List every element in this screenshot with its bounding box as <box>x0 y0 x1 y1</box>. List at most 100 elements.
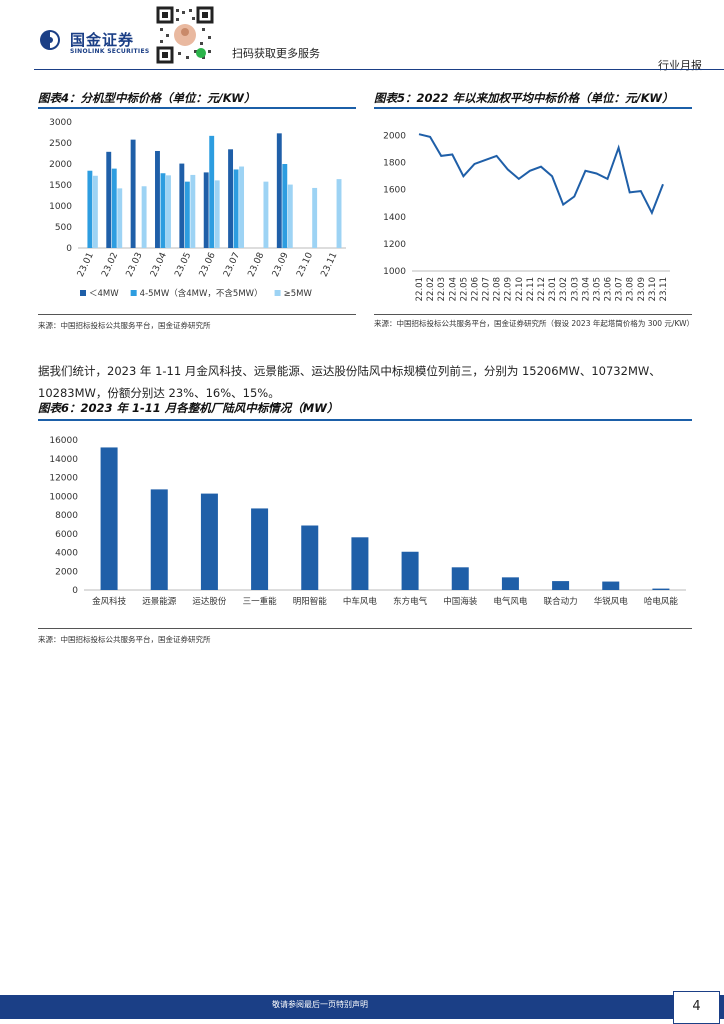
figure4-title-rule <box>38 107 356 109</box>
fig5-x-tick-label: 22.08 <box>493 277 503 301</box>
fig5-x-tick-label: 22.03 <box>437 277 447 301</box>
fig5-x-tick-label: 22.12 <box>537 277 547 301</box>
header-divider <box>34 69 724 70</box>
fig6-y-tick-label: 6000 <box>55 530 78 540</box>
qr-scan-prompt: 扫码获取更多服务 <box>232 47 320 60</box>
fig4-bar-23.04-s0 <box>155 150 160 248</box>
fig5-x-tick-label: 22.10 <box>515 277 525 301</box>
fig4-bar-23.09-s1 <box>282 164 288 248</box>
figure5-title: 图表5：2022 年以来加权平均中标价格（单位：元/KW） <box>374 91 674 105</box>
fig5-x-tick-label: 22.11 <box>526 277 536 301</box>
fig6-x-tick-label: 东方电气 <box>393 596 428 607</box>
fig5-series-line <box>418 133 664 216</box>
fig4-x-tick-label: 23.01 <box>76 251 96 279</box>
body-paragraph: 据我们统计，2023 年 1-11 月金风科技、远景能源、运达股份陆风中标规模位… <box>38 364 661 400</box>
fig4-y-tick-label: 2500 <box>49 139 72 149</box>
figure5-title-rule <box>374 107 692 109</box>
fig5-y-tick-label: 2000 <box>383 132 406 142</box>
fig4-legend-swatch-1 <box>130 290 137 296</box>
fig4-bar-23.01-s1 <box>87 170 93 248</box>
fig5-x-tick-label: 23.09 <box>637 277 647 301</box>
fig4-y-tick-label: 500 <box>55 223 72 233</box>
fig4-bar-23.11-s2 <box>336 179 342 248</box>
fig6-y-tick-label: 12000 <box>49 474 78 484</box>
fig4-bar-23.07-s2 <box>239 166 245 248</box>
fig6-y-tick-label: 14000 <box>49 455 78 465</box>
fig4-bar-23.02-s1 <box>111 168 117 248</box>
fig4-legend-swatch-2 <box>274 290 281 296</box>
figure5-source: 来源：中国招标投标公共服务平台，国金证券研究所（假设 2023 年起塔筒价格为 … <box>374 319 695 328</box>
figure6-chart: 0 2000 4000 6000 8000 10000 12000 14000 16000 金风科… <box>49 436 686 607</box>
fig5-y-tick-label: 1000 <box>383 267 406 277</box>
page-number: 4 <box>692 999 701 1014</box>
fig4-y-tick-label: 1000 <box>49 202 72 212</box>
fig6-bar-1 <box>150 489 168 590</box>
fig4-y-tick-label: 3000 <box>49 118 72 128</box>
fig6-y-tick-label: 0 <box>72 586 78 596</box>
footer-disclaimer: 敬请参阅最后一页特别声明 <box>272 1000 368 1009</box>
fig5-x-tick-label: 22.01 <box>415 277 425 301</box>
fig6-bar-10 <box>602 581 620 590</box>
fig6-bar-0 <box>100 447 118 590</box>
fig6-x-tick-label: 金风科技 <box>92 596 127 607</box>
fig6-bar-5 <box>351 537 369 590</box>
fig5-x-tick-label: 23.04 <box>581 277 591 301</box>
figure6-bottom-rule <box>38 628 692 629</box>
figure6-source: 来源：中国招标投标公共服务平台，国金证券研究所 <box>38 635 211 644</box>
fig5-x-tick-label: 22.05 <box>459 277 469 301</box>
fig4-bar-23.02-s2 <box>117 188 123 248</box>
fig6-bar-6 <box>401 551 419 590</box>
fig4-x-tick-label: 23.09 <box>271 251 291 279</box>
fig5-y-tick-label: 1200 <box>383 240 406 250</box>
fig4-bar-23.06-s2 <box>214 180 220 248</box>
fig4-x-tick-label: 23.03 <box>125 251 145 279</box>
fig6-x-tick-label: 运达股份 <box>192 596 227 607</box>
fig5-x-tick-label: 22.09 <box>504 277 514 301</box>
fig4-legend-label-0: ＜4MW <box>89 289 119 299</box>
report-type-label: 行业月报 <box>658 59 702 72</box>
fig6-y-tick-label: 16000 <box>49 436 78 446</box>
fig4-x-tick-label: 23.11 <box>320 251 340 279</box>
fig5-x-tick-label: 23.01 <box>548 277 558 301</box>
fig6-bar-7 <box>451 567 469 590</box>
figure4-source: 来源：中国招标投标公共服务平台，国金证券研究所 <box>38 321 211 330</box>
fig4-bar-23.01-s2 <box>92 175 98 248</box>
fig6-x-tick-label: 电气风电 <box>493 596 528 607</box>
fig4-x-tick-label: 23.05 <box>173 251 193 279</box>
fig4-legend-label-2: ≥5MW <box>284 289 313 299</box>
fig6-x-tick-label: 三一重能 <box>243 596 278 607</box>
fig4-x-tick-label: 23.10 <box>295 251 315 279</box>
fig6-y-tick-label: 8000 <box>55 511 78 521</box>
fig5-x-tick-label: 23.11 <box>659 277 669 301</box>
fig4-bar-23.09-s0 <box>276 133 282 248</box>
sinolink-logo-icon <box>40 30 60 50</box>
fig4-x-tick-label: 23.08 <box>246 251 266 279</box>
fig6-y-tick-label: 2000 <box>55 567 78 577</box>
fig4-y-tick-label: 1500 <box>49 181 72 191</box>
qr-code-icon[interactable] <box>156 6 214 64</box>
figure6-title-rule <box>38 419 692 421</box>
fig5-y-tick-label: 1400 <box>383 213 406 223</box>
fig4-x-tick-label: 23.07 <box>222 251 242 279</box>
fig6-x-tick-label: 明阳智能 <box>293 596 328 607</box>
fig6-x-tick-label: 远景能源 <box>142 596 177 607</box>
fig4-bar-23.09-s2 <box>287 184 293 248</box>
fig4-y-tick-label: 2000 <box>49 160 72 170</box>
fig4-x-tick-label: 23.02 <box>100 251 120 279</box>
fig5-x-tick-label: 23.10 <box>648 277 658 301</box>
fig6-bar-11 <box>652 588 670 590</box>
fig5-x-tick-label: 23.02 <box>559 277 569 301</box>
figure5-bottom-rule <box>374 314 692 315</box>
fig4-bar-23.07-s1 <box>233 169 239 248</box>
fig4-bar-23.08-s2 <box>263 181 269 248</box>
fig5-x-tick-label: 22.04 <box>448 277 458 301</box>
fig5-x-tick-label: 22.06 <box>470 277 480 301</box>
fig5-x-tick-label: 23.08 <box>626 277 636 301</box>
fig6-bar-2 <box>200 493 218 590</box>
fig5-x-tick-label: 22.02 <box>426 277 436 301</box>
fig5-x-tick-label: 23.03 <box>570 277 580 301</box>
fig4-bar-23.05-s0 <box>179 163 185 248</box>
fig6-y-tick-label: 10000 <box>49 492 78 502</box>
